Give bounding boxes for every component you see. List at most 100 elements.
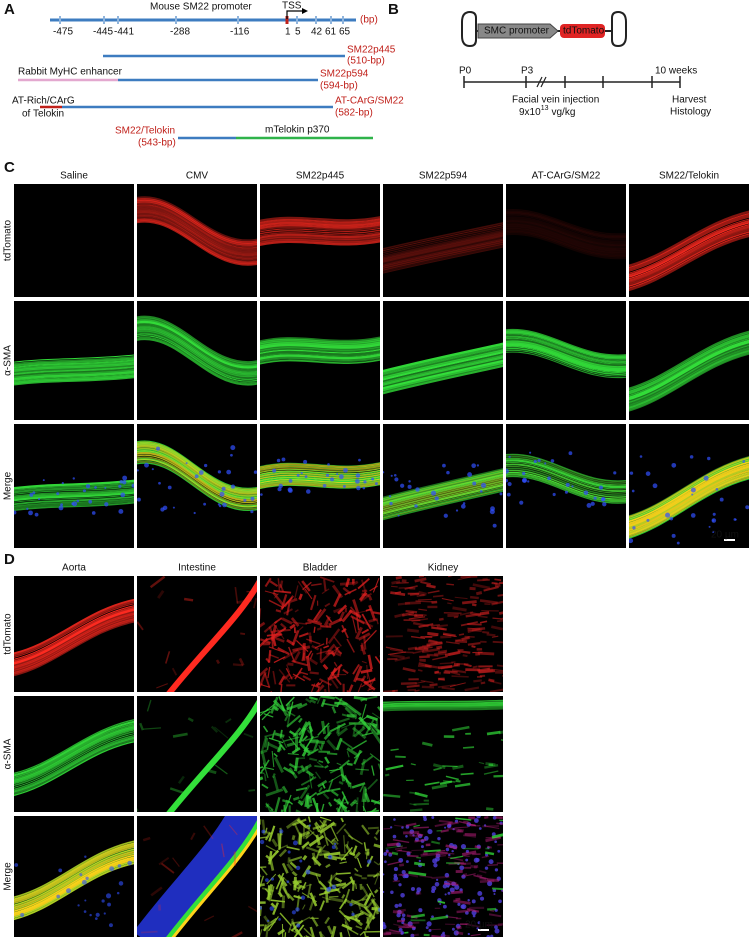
fiber: [306, 729, 311, 734]
nucleus: [295, 907, 300, 912]
nucleus: [394, 477, 399, 482]
fiber: [457, 576, 471, 581]
nucleus: [639, 455, 643, 458]
nucleus: [448, 853, 451, 857]
fiber: [358, 715, 368, 723]
nucleus: [691, 493, 694, 496]
nucleus: [390, 474, 393, 477]
fiber: [335, 650, 343, 655]
fiber: [260, 223, 380, 230]
fiber: [322, 792, 330, 800]
fiber: [451, 725, 470, 732]
nucleus: [288, 478, 293, 483]
fiber: [260, 218, 380, 224]
fiber: [383, 705, 503, 710]
fiber: [338, 853, 349, 857]
fiber: [319, 900, 325, 911]
fiber: [292, 621, 308, 625]
fiber: [263, 762, 269, 779]
fiber: [260, 776, 264, 781]
fiber: [137, 450, 257, 500]
nucleus: [552, 492, 556, 497]
fiber: [14, 741, 134, 796]
fiber: [383, 229, 503, 258]
fiber: [286, 742, 295, 748]
fiber: [301, 735, 309, 742]
fiber: [361, 893, 369, 902]
fiber: [14, 373, 134, 382]
nucleus: [715, 488, 719, 491]
fiber: [260, 749, 268, 754]
nucleus: [423, 836, 429, 841]
fiber: [305, 935, 310, 937]
nucleus: [477, 891, 483, 896]
fiber: [302, 675, 312, 681]
fiber: [372, 724, 380, 736]
fiber: [164, 651, 171, 664]
fiber: [460, 862, 472, 866]
fiber: [354, 610, 367, 615]
nucleus: [418, 859, 421, 863]
fiber: [260, 464, 380, 471]
fiber: [472, 665, 478, 669]
fiber: [260, 350, 380, 357]
fiber: [203, 768, 217, 775]
fiber: [629, 348, 749, 407]
fiber: [305, 621, 312, 625]
fiber: [629, 216, 749, 272]
fiber: [629, 227, 749, 284]
nucleus: [472, 481, 477, 486]
fiber: [277, 647, 290, 656]
fiber: [383, 353, 503, 383]
fiber: [383, 342, 503, 373]
nucleus: [519, 500, 524, 505]
fiber: [14, 357, 134, 367]
nucleus: [476, 464, 480, 467]
nucleus: [537, 458, 541, 463]
fiber: [498, 611, 503, 615]
row-label: Merge: [3, 471, 14, 500]
fiber: [306, 770, 314, 777]
fiber: [629, 233, 749, 289]
fiber: [14, 735, 134, 791]
fiber: [438, 617, 444, 621]
nucleus: [451, 849, 454, 853]
fiber: [325, 614, 333, 623]
nucleus: [742, 460, 746, 463]
nucleus: [689, 455, 694, 459]
column-header: SM22p594: [419, 171, 468, 182]
fiber: [442, 934, 450, 937]
column-header: CMV: [186, 171, 209, 182]
fiber: [506, 228, 626, 256]
element-label: of Telokin: [22, 109, 64, 120]
fiber: [497, 594, 503, 597]
fiber: [391, 585, 398, 588]
fiber: [281, 617, 293, 625]
nucleus: [185, 462, 188, 465]
fiber: [260, 469, 380, 476]
fiber: [336, 717, 350, 724]
nucleus: [203, 502, 207, 506]
nucleus: [490, 934, 494, 937]
nucleus: [34, 512, 39, 517]
fiber: [456, 909, 471, 914]
fiber: [277, 874, 288, 887]
fiber: [450, 671, 461, 676]
fiber: [137, 196, 257, 242]
fiber: [267, 666, 271, 679]
nucleus: [127, 860, 132, 866]
fiber: [337, 604, 348, 615]
fiber: [629, 351, 749, 411]
fiber: [366, 714, 378, 721]
fiber: [14, 376, 134, 386]
fiber: [361, 732, 373, 737]
fiber: [383, 358, 503, 388]
row-label: Merge: [3, 862, 14, 891]
nucleus: [306, 489, 311, 494]
fiber: [298, 632, 309, 638]
fiber: [486, 730, 501, 736]
fiber: [341, 624, 349, 639]
fiber: [354, 867, 359, 872]
fiber: [629, 341, 749, 401]
fiber: [481, 855, 489, 859]
